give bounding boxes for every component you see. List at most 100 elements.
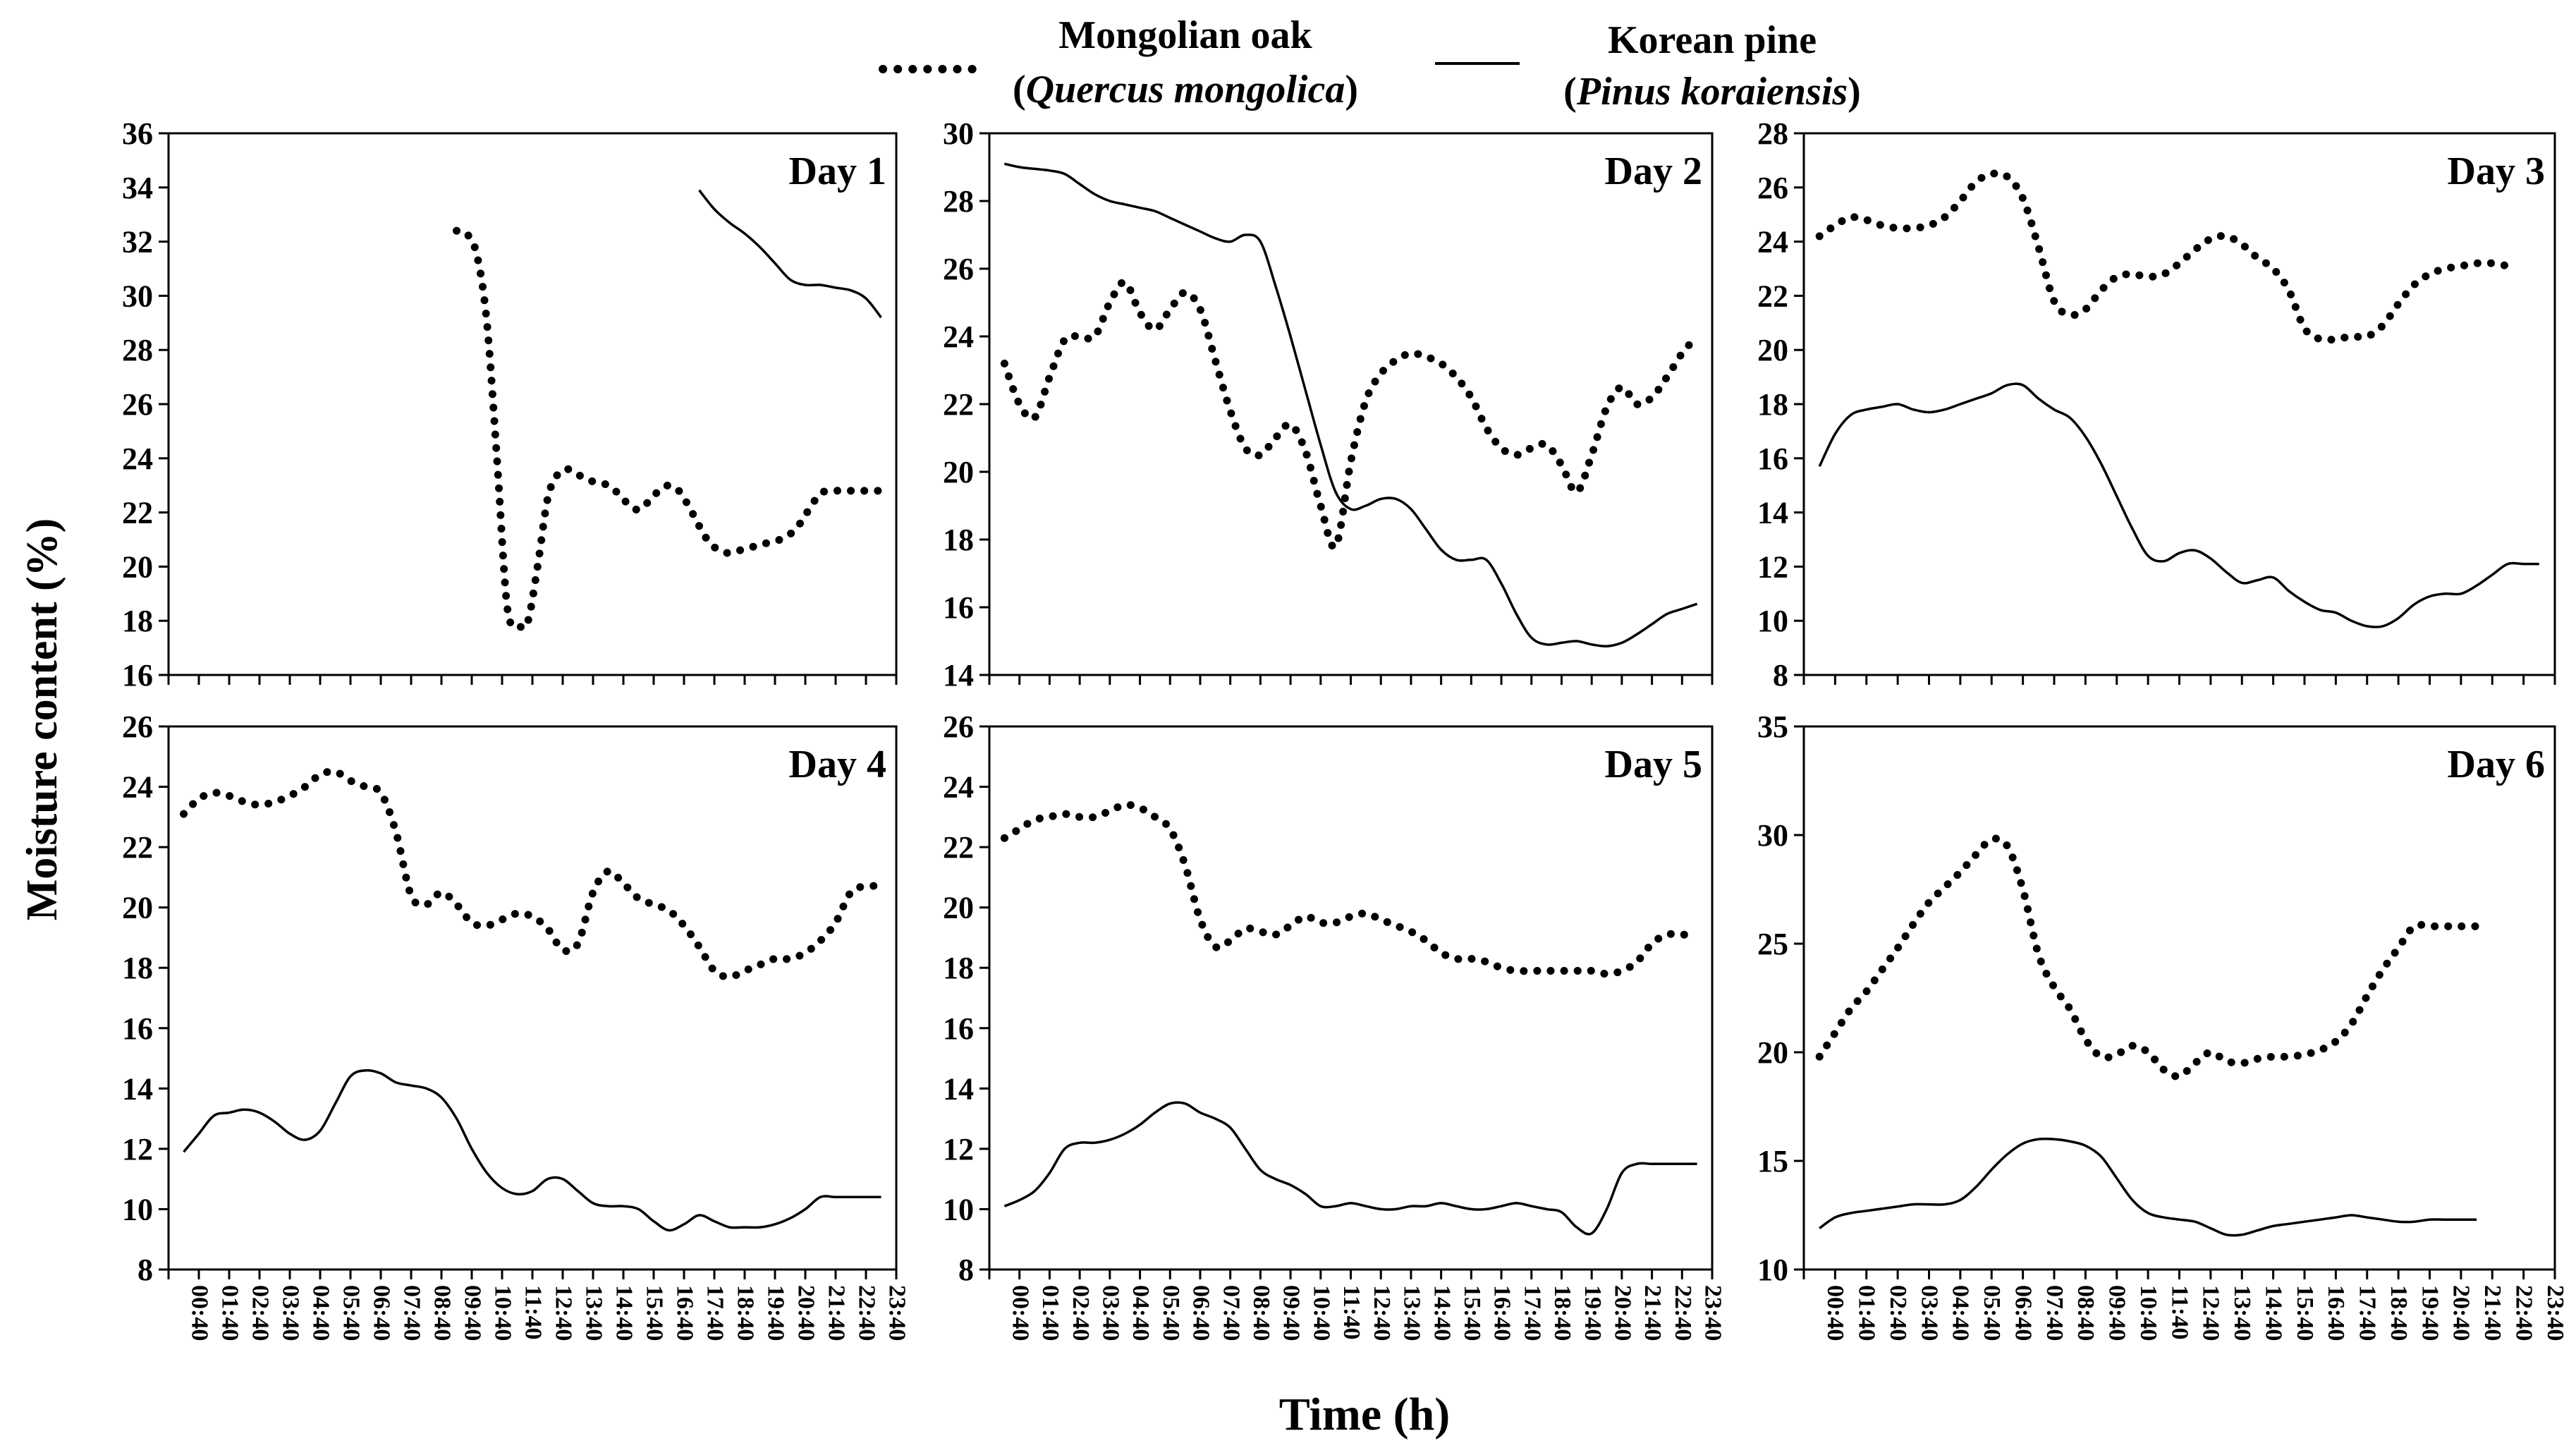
x-tick-label: 20:40 (2448, 1285, 2474, 1341)
x-tick-label: 23:40 (1700, 1285, 1726, 1341)
x-tick-label: 05:40 (1158, 1285, 1184, 1341)
series-line-korean-pine (183, 1069, 881, 1232)
y-tick-label: 20 (122, 549, 153, 584)
x-axis-label: Time (h) (1279, 1389, 1451, 1440)
x-tick-label: 10:40 (1308, 1285, 1334, 1341)
y-tick-label: 16 (943, 1011, 974, 1046)
x-tick-label: 13:40 (581, 1285, 607, 1341)
x-tick-label: 05:40 (1979, 1285, 2005, 1341)
y-tick-label: 30 (1757, 818, 1788, 853)
x-tick-label: 21:40 (824, 1285, 850, 1341)
x-tick-label: 13:40 (1399, 1285, 1425, 1341)
y-tick-label: 14 (1757, 496, 1788, 530)
y-tick-label: 20 (1757, 333, 1788, 367)
series-line-mongolian-oak (180, 767, 885, 981)
y-tick-label: 16 (943, 590, 974, 625)
x-tick-label: 15:40 (1459, 1285, 1485, 1341)
x-tick-label: 11:40 (520, 1285, 547, 1339)
legend-pine-name: Korean pine (1608, 18, 1817, 62)
y-tick-label: 20 (122, 891, 153, 925)
y-tick-label: 35 (1757, 710, 1788, 744)
x-tick-label: 17:40 (1519, 1285, 1545, 1341)
x-tick-label: 00:40 (187, 1285, 213, 1341)
y-tick-label: 8 (1773, 658, 1788, 693)
x-tick-label: 16:40 (672, 1285, 698, 1341)
series-line-korean-pine (1819, 1137, 2477, 1237)
x-tick-label: 22:40 (2510, 1285, 2537, 1341)
x-tick-label: 06:40 (1188, 1285, 1214, 1341)
y-tick-label: 16 (122, 1011, 153, 1046)
y-tick-label: 12 (122, 1132, 153, 1167)
y-tick-label: 22 (943, 387, 974, 422)
y-tick-label: 28 (1757, 116, 1788, 151)
y-tick-label: 28 (122, 333, 153, 367)
x-tick-label: 18:40 (733, 1285, 759, 1341)
chart-panels: 16 18 20 22 24 26 28 30 32 34 36 Day 1 14 16 18 20 22 24 2… (122, 116, 2568, 1341)
y-tick-label: 22 (1757, 279, 1788, 313)
x-tick-label: 09:40 (2104, 1285, 2130, 1341)
x-tick-label: 19:40 (2417, 1285, 2443, 1341)
y-tick-label: 8 (958, 1253, 974, 1287)
y-tick-label: 8 (138, 1253, 153, 1287)
x-tick-label: 09:40 (460, 1285, 486, 1341)
y-tick-label: 14 (943, 658, 974, 693)
series-line-korean-pine (1818, 382, 2539, 628)
x-tick-label: 11:40 (2166, 1285, 2192, 1339)
x-tick-label: 04:40 (308, 1285, 334, 1341)
y-tick-label: 22 (122, 496, 153, 530)
legend-oak-name: Mongolian oak (1058, 13, 1312, 57)
y-tick-label: 32 (122, 225, 153, 260)
y-tick-label: 16 (1757, 442, 1788, 476)
x-tick-label: 10:40 (2135, 1285, 2161, 1341)
y-tick-label: 12 (943, 1132, 974, 1167)
x-tick-label: 15:40 (642, 1285, 668, 1341)
x-tick-label: 19:40 (763, 1285, 789, 1341)
y-tick-label: 22 (122, 830, 153, 865)
panel-title: Day 1 (789, 150, 886, 193)
x-tick-label: 20:40 (793, 1285, 819, 1341)
x-tick-label: 00:40 (1007, 1285, 1033, 1341)
panel-title: Day 3 (2448, 150, 2545, 193)
x-tick-label: 02:40 (1068, 1285, 1094, 1341)
y-tick-label: 16 (122, 658, 153, 693)
y-tick-label: 20 (943, 455, 974, 489)
x-tick-label: 15:40 (2292, 1285, 2318, 1341)
y-tick-label: 12 (1757, 549, 1788, 584)
x-tick-label: 12:40 (551, 1285, 577, 1341)
y-tick-label: 18 (122, 951, 153, 985)
y-tick-label: 24 (122, 770, 153, 805)
y-tick-label: 24 (943, 770, 974, 805)
y-tick-label: 18 (943, 523, 974, 557)
x-tick-label: 08:40 (429, 1285, 456, 1341)
legend: Mongolian oak (Quercus mongolica) Korean… (879, 13, 1861, 114)
y-tick-label: 10 (122, 1192, 153, 1226)
x-tick-label: 01:40 (1037, 1285, 1063, 1341)
x-tick-label: 17:40 (2355, 1285, 2381, 1341)
y-tick-label: 36 (122, 116, 153, 151)
y-tick-label: 25 (1757, 927, 1788, 961)
y-tick-label: 18 (122, 604, 153, 638)
y-tick-label: 30 (943, 116, 974, 151)
y-tick-label: 30 (122, 279, 153, 313)
x-tick-label: 18:40 (1549, 1285, 1575, 1341)
x-tick-label: 23:40 (884, 1285, 910, 1341)
y-tick-label: 10 (1757, 604, 1788, 638)
y-tick-label: 28 (943, 184, 974, 219)
x-tick-label: 04:40 (1948, 1285, 1974, 1341)
series-line-korean-pine (1004, 162, 1698, 648)
y-tick-label: 26 (122, 710, 153, 744)
y-tick-label: 18 (1757, 387, 1788, 422)
x-tick-label: 22:40 (854, 1285, 880, 1341)
x-tick-label: 12:40 (2198, 1285, 2224, 1341)
x-tick-label: 05:40 (338, 1285, 365, 1341)
chart-panel-day-6: 10 15 20 25 30 35 00:40 01:40 02:40 03:40 04:40 05:… (1757, 710, 2568, 1341)
y-tick-label: 10 (1757, 1253, 1788, 1287)
y-tick-label: 24 (1757, 225, 1788, 260)
series-line-mongolian-oak (1815, 834, 2481, 1080)
x-tick-label: 07:40 (399, 1285, 425, 1341)
panel-title: Day 5 (1605, 743, 1702, 786)
y-tick-label: 10 (943, 1192, 974, 1226)
